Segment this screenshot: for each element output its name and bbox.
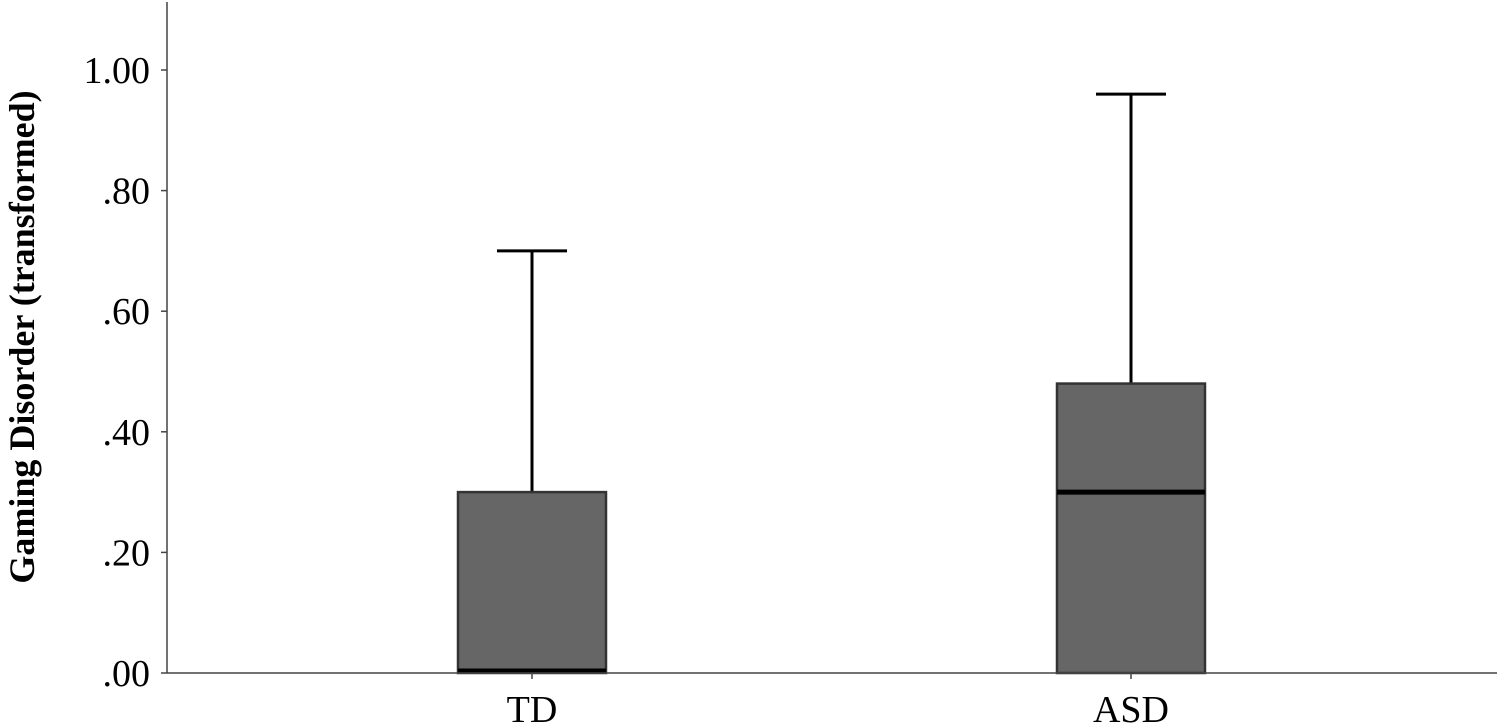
x-category-label: ASD [1093, 689, 1169, 728]
y-axis-ticks: .00 .20 .40 .60 .80 1.00 [84, 50, 167, 695]
x-axis-labels: TD ASD [507, 673, 1169, 728]
y-tick-label: .20 [103, 532, 151, 574]
iqr-box [1055, 382, 1207, 675]
x-category-label: TD [507, 689, 558, 728]
y-tick-label: .60 [103, 291, 151, 333]
y-tick-label: .40 [103, 412, 151, 454]
y-tick-label: .00 [103, 653, 151, 695]
y-tick-label: .80 [103, 171, 151, 213]
y-tick-label: 1.00 [84, 50, 151, 92]
box-td [456, 249, 608, 675]
y-axis-title: Gaming Disorder (transformed) [2, 90, 42, 583]
boxplot-boxes [456, 92, 1207, 675]
iqr-box [456, 490, 608, 675]
box-asd [1055, 92, 1207, 675]
